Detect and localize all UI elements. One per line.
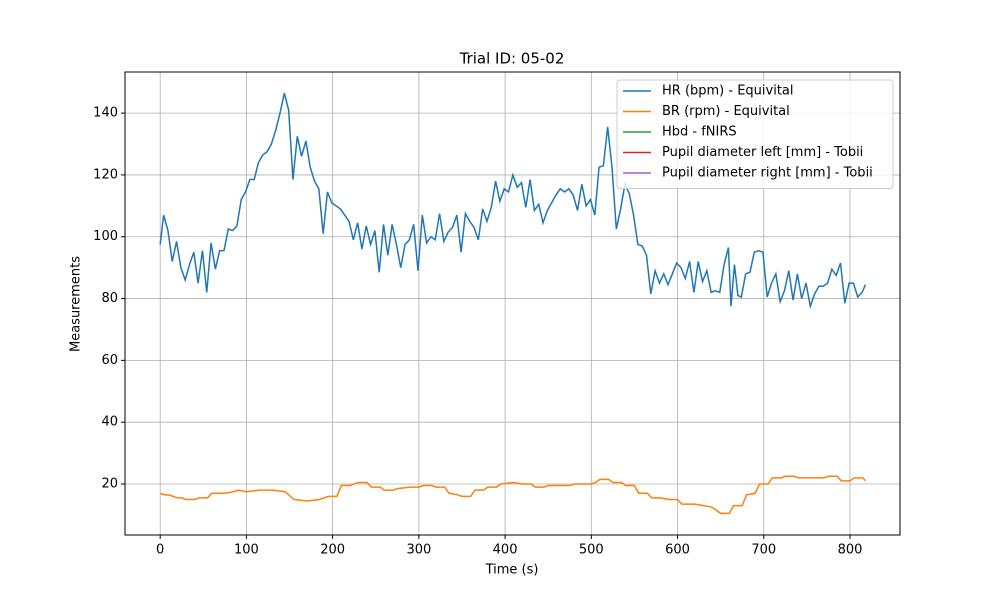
chart-title: Trial ID: 05-02	[459, 50, 565, 68]
x-tick-label: 500	[579, 543, 604, 558]
x-tick-label: 800	[838, 543, 863, 558]
x-tick-label: 700	[751, 543, 776, 558]
legend-label: Hbd - fNIRS	[662, 125, 737, 140]
y-axis-label: Measurements	[69, 256, 84, 352]
y-tick-label: 20	[101, 477, 118, 492]
x-tick-label: 200	[320, 543, 345, 558]
y-tick-label: 140	[93, 106, 118, 121]
y-tick-label: 100	[93, 229, 118, 244]
y-tick-label: 120	[93, 167, 118, 182]
x-tick-label: 600	[665, 543, 690, 558]
y-tick-label: 60	[101, 353, 118, 368]
x-axis-label: Time (s)	[485, 563, 539, 578]
plot-frame	[124, 71, 901, 536]
y-tick-label: 40	[101, 415, 118, 430]
legend-box	[616, 79, 894, 189]
x-tick-label: 400	[493, 543, 518, 558]
legend-label: Pupil diameter right [mm] - Tobii	[662, 166, 873, 181]
legend-label: BR (rpm) - Equivital	[662, 104, 790, 119]
x-tick-label: 300	[406, 543, 431, 558]
legend-label: HR (bpm) - Equivital	[662, 84, 794, 99]
data-line	[159, 475, 867, 515]
x-tick-label: 100	[234, 543, 259, 558]
data-line	[159, 92, 867, 310]
y-tick-label: 80	[101, 291, 118, 306]
legend-label: Pupil diameter left [mm] - Tobii	[662, 145, 863, 160]
x-tick-label: 0	[156, 543, 164, 558]
